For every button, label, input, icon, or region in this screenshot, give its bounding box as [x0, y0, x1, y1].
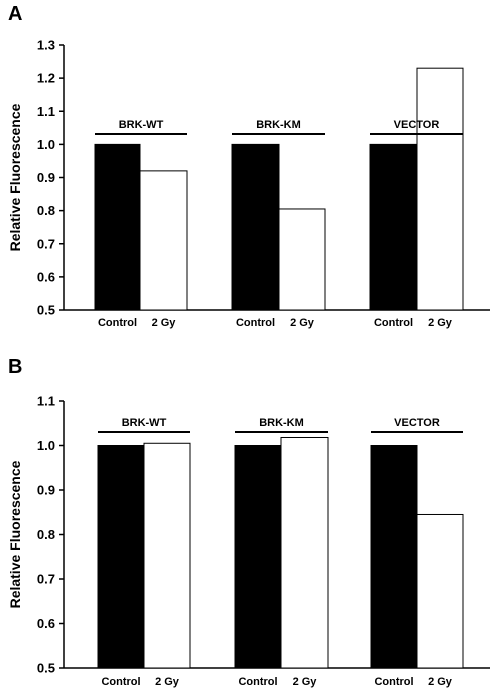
group-label: BRK-WT: [122, 417, 167, 429]
y-tick-label: 1.0: [37, 137, 55, 152]
x-category-label: Control: [238, 676, 277, 688]
group-label: BRK-KM: [259, 417, 304, 429]
group-label: BRK-KM: [256, 119, 301, 131]
panel-letter: B: [8, 356, 22, 378]
panel-letter: A: [8, 3, 22, 25]
y-tick-label: 1.3: [37, 38, 55, 53]
bar-brk-km-control: [231, 143, 280, 311]
group-label: VECTOR: [394, 417, 440, 429]
y-tick-label: 0.8: [37, 203, 55, 218]
y-tick-label: 0.5: [37, 661, 55, 676]
x-category-label: Control: [98, 317, 137, 329]
bar-vector-control: [370, 445, 418, 669]
bar-brk-wt-control: [94, 143, 141, 311]
y-tick-label: 0.7: [37, 572, 55, 587]
group-label: BRK-WT: [119, 119, 164, 131]
x-category-label: Control: [374, 317, 413, 329]
y-tick-label: 0.8: [37, 527, 55, 542]
x-category-label: 2 Gy: [428, 676, 453, 688]
bar-vector-2gy: [416, 67, 464, 311]
group-label: VECTOR: [394, 119, 440, 131]
y-tick-label: 1.1: [37, 104, 55, 119]
chart-panel-b: B Relative Fluorescence 0.5 0.6 0.7 0.8 0.9 1.0…: [7, 356, 490, 688]
y-tick-label: 1.2: [37, 71, 55, 86]
y-tick-label: 0.9: [37, 170, 55, 185]
x-category-label: 2 Gy: [293, 676, 318, 688]
y-axis-title: Relative Fluorescence: [7, 460, 23, 608]
y-axis-title: Relative Fluorescence: [7, 103, 23, 251]
bar-brk-km-control: [234, 445, 282, 669]
x-category-label: Control: [236, 317, 275, 329]
x-category-label: Control: [101, 676, 140, 688]
chart-panel-a: A Relative Fluorescence 0.5 0.6 0.7 0.8 0.9 1.0…: [7, 3, 490, 329]
x-category-label: 2 Gy: [290, 317, 315, 329]
y-tick-label: 0.5: [37, 303, 55, 318]
bar-vector-control: [369, 143, 418, 311]
y-tick-label: 1.0: [37, 438, 55, 453]
bar-brk-km-2gy: [280, 436, 329, 669]
x-category-label: 2 Gy: [428, 317, 453, 329]
bar-brk-wt-2gy: [139, 170, 188, 311]
bar-brk-wt-2gy: [143, 442, 191, 669]
y-tick-label: 1.1: [37, 394, 55, 409]
x-category-label: 2 Gy: [155, 676, 180, 688]
y-tick-label: 0.6: [37, 269, 55, 284]
bar-brk-km-2gy: [278, 208, 326, 311]
bar-brk-wt-control: [97, 445, 145, 669]
y-tick-label: 0.6: [37, 616, 55, 631]
x-category-label: 2 Gy: [152, 317, 177, 329]
x-category-label: Control: [374, 676, 413, 688]
y-tick-label: 0.9: [37, 483, 55, 498]
y-tick-label: 0.7: [37, 236, 55, 251]
bar-vector-2gy: [416, 513, 464, 669]
